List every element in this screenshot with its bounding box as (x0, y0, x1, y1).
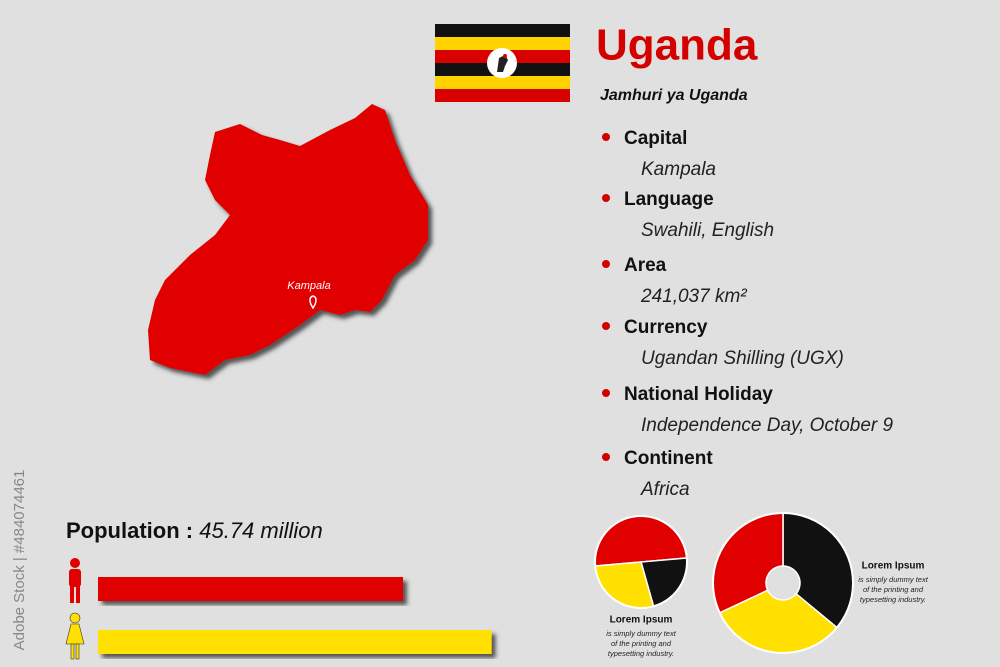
bullet (602, 194, 610, 202)
fact-value: Independence Day, October 9 (641, 415, 894, 436)
caption-title: Lorem Ipsum (610, 615, 673, 626)
fact-label: Continent (624, 448, 713, 469)
caption-line: of the printing and (863, 585, 924, 594)
caption-line: is simply dummy text (606, 629, 677, 638)
fact-value: Swahili, English (641, 220, 774, 241)
watermark: Adobe Stock | #484074461 (11, 470, 28, 651)
fact-label: Language (624, 189, 714, 210)
fact-value: Kampala (641, 159, 716, 180)
title: Uganda (596, 21, 758, 70)
bullet (602, 453, 610, 461)
pie-outline (594, 515, 688, 609)
male-icon (69, 558, 81, 603)
population-value: 45.74 million (199, 518, 323, 543)
fact-label: Area (624, 255, 667, 276)
female-icon (65, 612, 85, 660)
bullet (602, 322, 610, 330)
map: Kampala (148, 104, 428, 375)
fact-label: National Holiday (624, 384, 773, 405)
subtitle: Jamhuri ya Uganda (600, 87, 748, 104)
fact-label: Capital (624, 128, 687, 149)
bullet (602, 260, 610, 268)
pie-outline (712, 512, 854, 654)
population-bar (98, 577, 404, 601)
bullet (602, 389, 610, 397)
fact-label: Currency (624, 317, 708, 338)
fact-value: 241,037 km² (640, 286, 747, 307)
bullet (602, 133, 610, 141)
fact-value: Africa (640, 479, 690, 500)
caption-line: typesetting industry. (608, 649, 674, 658)
caption-line: typesetting industry. (860, 595, 926, 604)
population-label: Population : (66, 518, 193, 543)
population: Population : 45.74 million (66, 518, 323, 543)
population-bar (98, 630, 492, 654)
fact-value: Ugandan Shilling (UGX) (641, 348, 844, 369)
caption-line: of the printing and (611, 639, 672, 648)
caption-line: is simply dummy text (858, 575, 929, 584)
caption-title: Lorem Ipsum (862, 561, 925, 572)
city-label: Kampala (287, 280, 330, 292)
flag (435, 24, 570, 102)
